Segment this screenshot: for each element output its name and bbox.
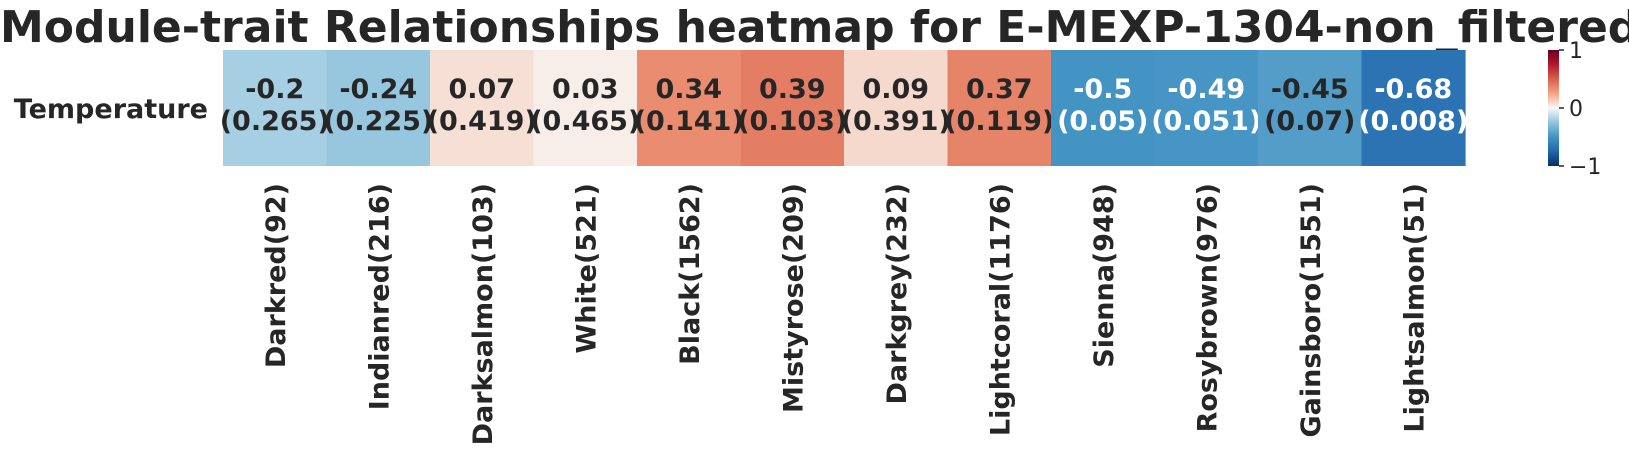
heatmap-cell — [1154, 50, 1259, 166]
cell-correlation-label: -0.68 — [1374, 74, 1452, 105]
colorbar — [1548, 50, 1559, 166]
cell-correlation-label: 0.07 — [448, 74, 515, 105]
cell-pvalue-label: (0.391) — [841, 106, 951, 137]
cell-pvalue-label: (0.07) — [1264, 106, 1355, 137]
cell-correlation-label: 0.09 — [862, 74, 929, 105]
column-label: Black(1562) — [675, 183, 706, 365]
cell-correlation-label: -0.2 — [245, 74, 304, 105]
heatmap-cell — [326, 50, 431, 166]
cell-pvalue-label: (0.225) — [323, 106, 433, 137]
row-label: Temperature — [14, 94, 208, 125]
cell-pvalue-label: (0.051) — [1151, 106, 1261, 137]
heatmap-cell — [430, 50, 535, 166]
cell-pvalue-label: (0.119) — [944, 106, 1054, 137]
column-label: Rosybrown(976) — [1192, 183, 1223, 432]
column-label: Lightsalmon(51) — [1399, 183, 1430, 433]
cell-correlation-label: 0.34 — [655, 74, 722, 105]
column-label: White(521) — [571, 183, 602, 354]
cell-pvalue-label: (0.008) — [1358, 106, 1468, 137]
cell-pvalue-label: (0.141) — [634, 106, 744, 137]
cell-correlation-label: 0.39 — [759, 74, 826, 105]
column-label: Gainsboro(1551) — [1296, 183, 1327, 438]
column-label: Indianred(216) — [364, 183, 395, 410]
heatmap-cell — [1051, 50, 1156, 166]
heatmap-cell — [1361, 50, 1466, 166]
cell-correlation-label: -0.49 — [1167, 74, 1245, 105]
heatmap-cell — [223, 50, 328, 166]
heatmap-cell — [533, 50, 638, 166]
column-label: Darkred(92) — [261, 183, 292, 368]
colorbar-tick-label: 1 — [1569, 39, 1583, 64]
cell-pvalue-label: (0.103) — [737, 106, 847, 137]
column-label: Mistyrose(209) — [778, 183, 809, 413]
heatmap-cell — [1258, 50, 1363, 166]
cell-pvalue-label: (0.05) — [1057, 106, 1148, 137]
chart-title: Module-trait Relationships heatmap for E… — [0, 2, 1629, 53]
cell-correlation-label: -0.5 — [1073, 74, 1132, 105]
cell-pvalue-label: (0.465) — [530, 106, 640, 137]
column-label: Darkgrey(232) — [882, 183, 913, 405]
cell-pvalue-label: (0.419) — [427, 106, 537, 137]
cell-pvalue-label: (0.265) — [220, 106, 330, 137]
heatmap-cell — [947, 50, 1052, 166]
cell-correlation-label: -0.24 — [339, 74, 417, 105]
colorbar-tick-label: −1 — [1569, 155, 1601, 180]
column-label: Darksalmon(103) — [468, 183, 499, 445]
cell-correlation-label: -0.45 — [1271, 74, 1349, 105]
column-label: Sienna(948) — [1089, 183, 1120, 368]
heatmap-cell — [740, 50, 845, 166]
colorbar-tick-label: 0 — [1569, 97, 1583, 122]
heatmap-cell — [844, 50, 949, 166]
column-label: Lightcoral(1176) — [985, 183, 1016, 436]
heatmap-cell — [637, 50, 742, 166]
cell-correlation-label: 0.37 — [966, 74, 1033, 105]
cell-correlation-label: 0.03 — [552, 74, 619, 105]
